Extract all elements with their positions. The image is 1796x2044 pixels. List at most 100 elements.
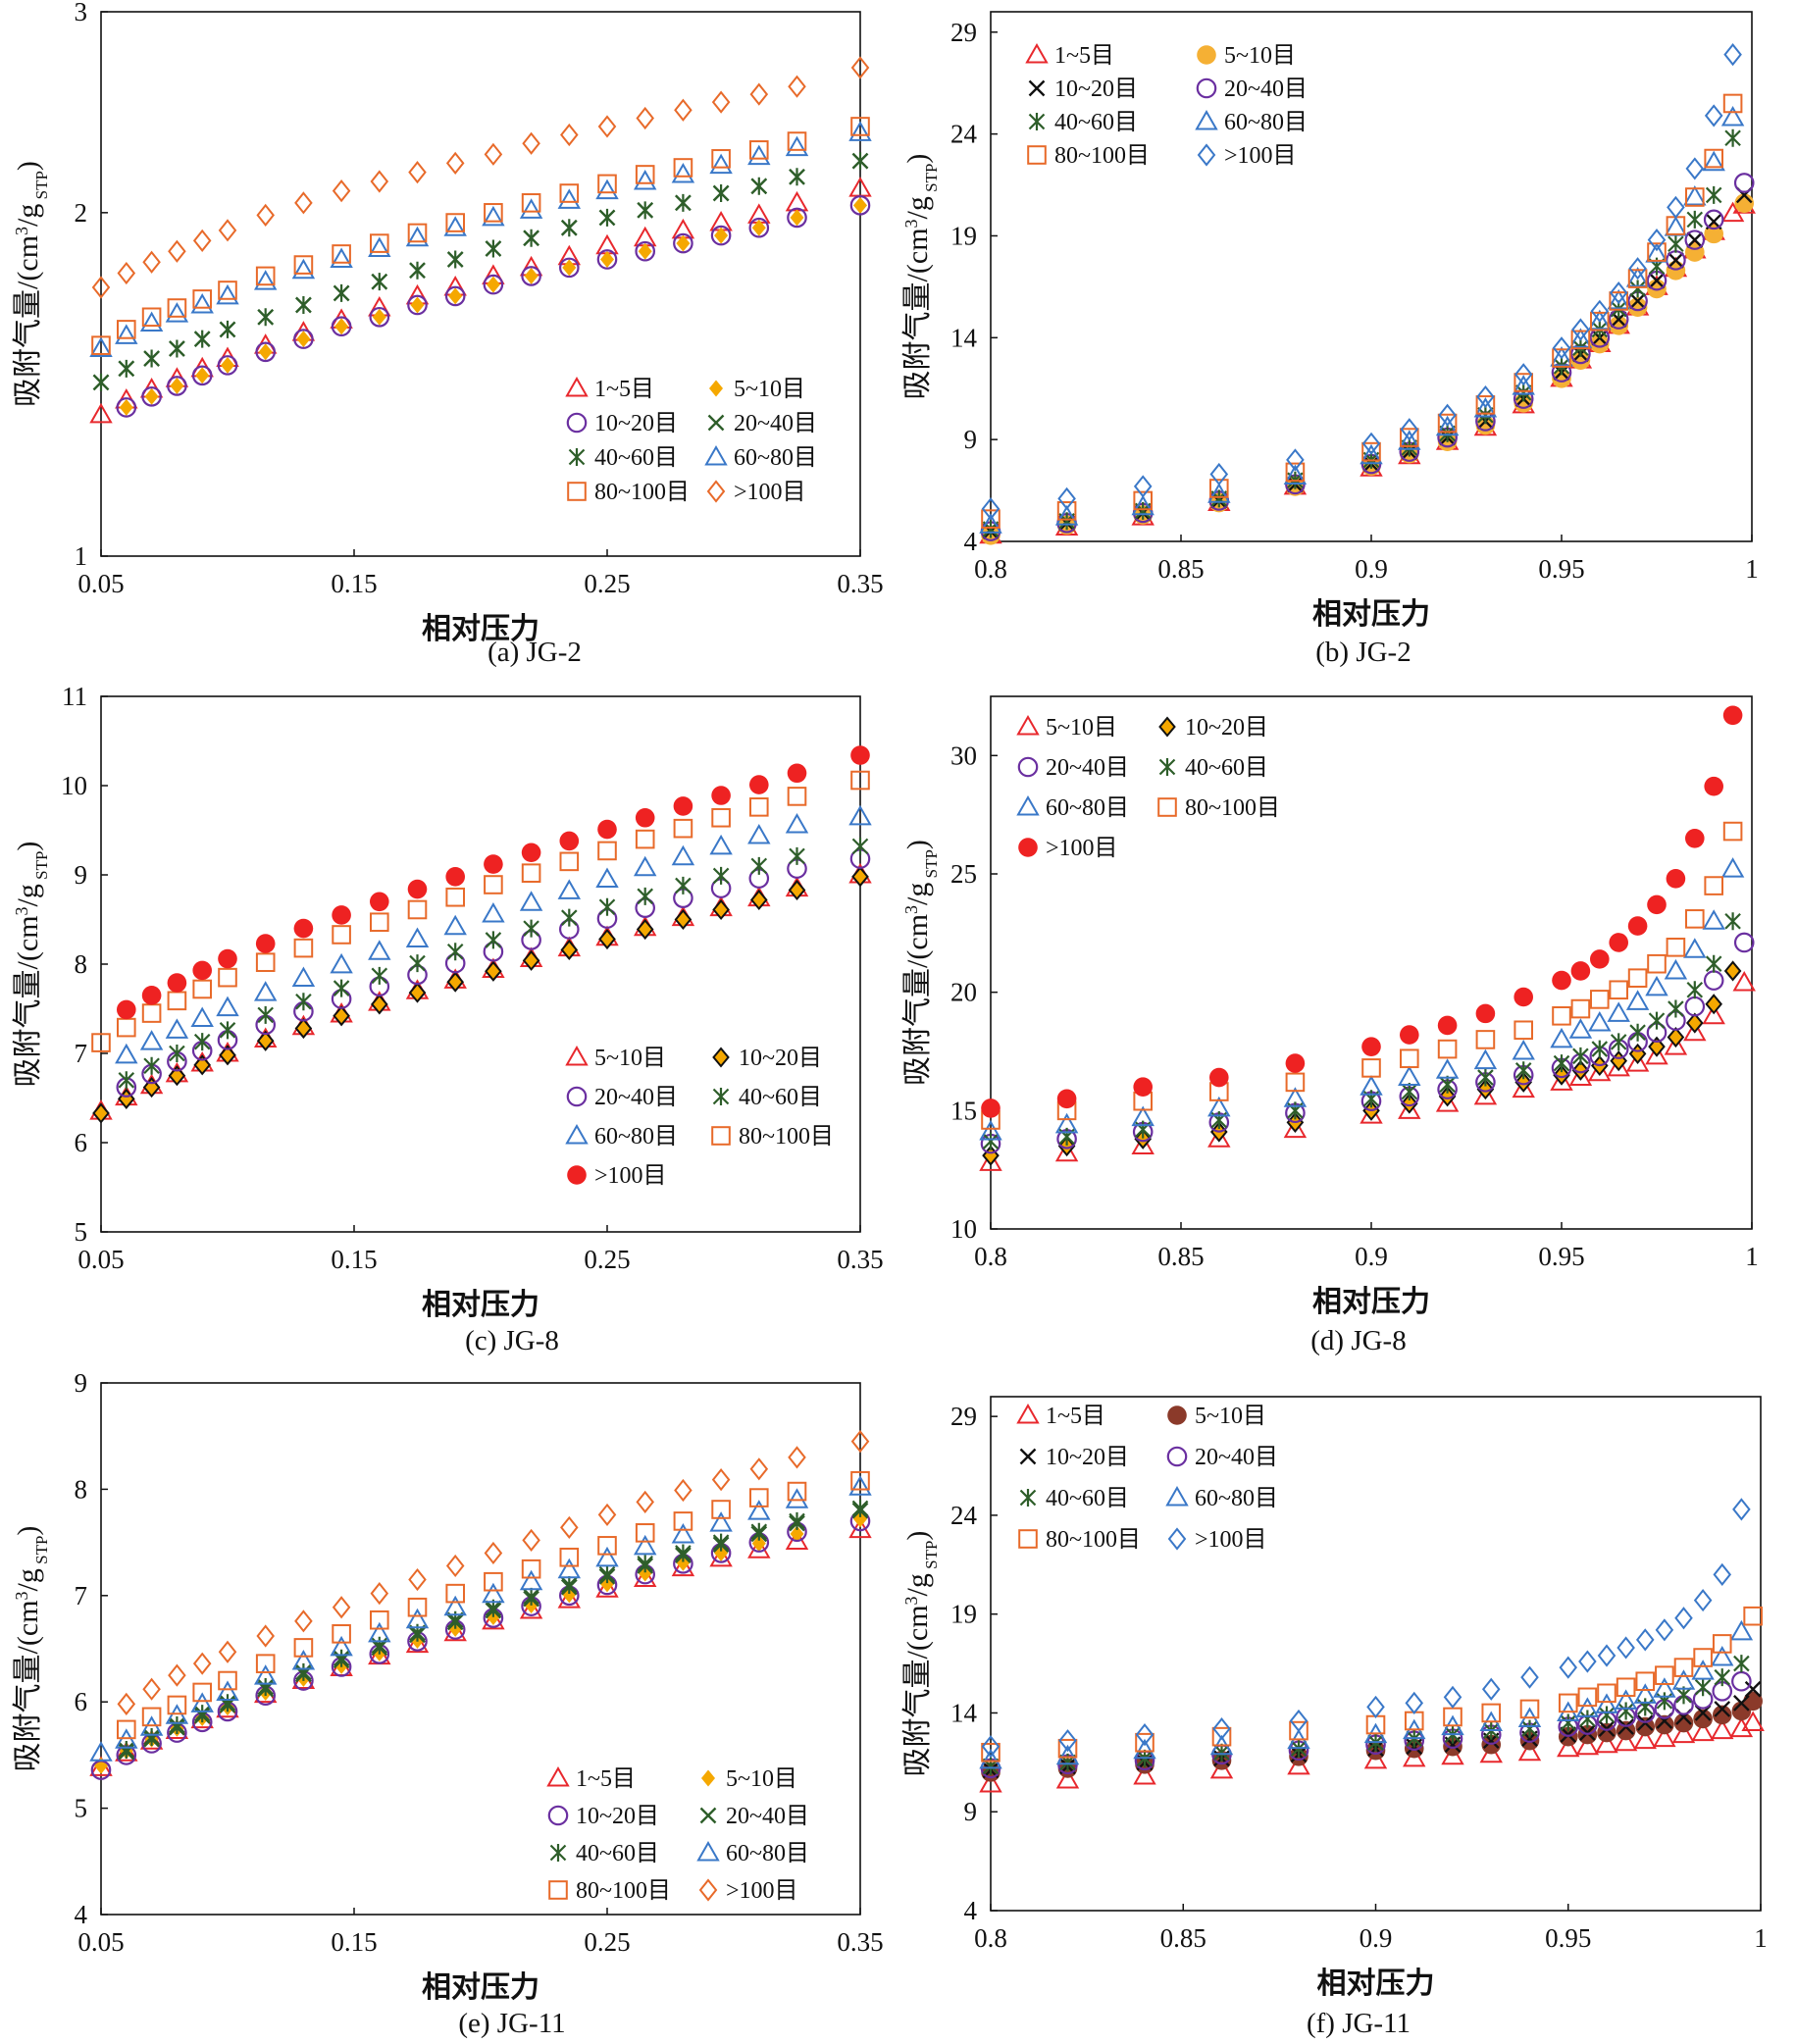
data-point	[445, 151, 465, 175]
y-tick-label: 29	[950, 18, 977, 47]
data-point	[1575, 1697, 1600, 1717]
data-point	[749, 140, 769, 160]
data-point	[1438, 403, 1457, 427]
data-point	[1655, 1618, 1674, 1642]
data-point	[1705, 954, 1722, 973]
data-point	[981, 1742, 1001, 1763]
data-point	[850, 1430, 870, 1454]
data-point	[1473, 1084, 1498, 1105]
data-point	[291, 258, 316, 280]
data-point	[1209, 462, 1229, 486]
legend-label: 60~80目	[1224, 110, 1308, 135]
data-point	[673, 232, 693, 254]
data-point	[1209, 1067, 1229, 1088]
series-7	[981, 43, 1742, 521]
y-axis-label-mid: /g	[12, 204, 44, 227]
data-point	[850, 745, 870, 765]
legend-marker	[1018, 838, 1038, 857]
data-point	[1437, 413, 1458, 434]
legend-label: 40~60目	[1054, 110, 1138, 135]
data-point	[1437, 1039, 1458, 1059]
data-point	[484, 1571, 503, 1592]
y-tick-label: 7	[75, 1581, 88, 1610]
data-point	[368, 1621, 391, 1643]
data-point	[167, 298, 187, 318]
data-point	[560, 123, 579, 147]
x-tick-label: 0.8	[974, 1242, 1007, 1271]
data-point	[1361, 1058, 1381, 1078]
data-point	[850, 56, 870, 79]
x-tick-label: 0.05	[77, 1927, 124, 1957]
data-point	[256, 1030, 275, 1051]
x-axis-label: 相对压力	[422, 1289, 539, 1321]
data-point	[1686, 210, 1704, 229]
data-point	[256, 1624, 275, 1648]
data-point	[371, 966, 388, 985]
data-point	[1054, 505, 1079, 526]
data-point	[1635, 1628, 1655, 1652]
legend-marker	[1025, 42, 1049, 64]
y-axis-label-sub: STP	[922, 849, 941, 883]
data-point	[445, 1583, 465, 1604]
data-point	[1131, 1105, 1155, 1127]
data-point	[747, 144, 771, 166]
data-point	[141, 307, 162, 328]
data-point	[117, 320, 136, 339]
data-point	[1133, 490, 1154, 511]
data-point	[332, 925, 351, 945]
legend-marker	[1167, 1405, 1187, 1425]
data-point	[253, 270, 278, 290]
data-point	[1512, 1039, 1535, 1060]
data-point	[117, 261, 136, 285]
data-point	[595, 1546, 619, 1567]
y-tick-label: 1	[75, 541, 88, 571]
data-point	[192, 289, 212, 309]
data-point	[850, 1470, 870, 1491]
data-point	[143, 1727, 160, 1746]
data-point	[674, 908, 693, 931]
data-point	[595, 179, 619, 200]
data-point	[1575, 1734, 1600, 1756]
legend-label: 40~60目	[576, 1841, 659, 1866]
y-axis-label-mid: /g	[901, 883, 934, 905]
data-point	[169, 339, 185, 358]
data-point	[445, 887, 465, 907]
data-point	[1443, 1736, 1462, 1757]
legend-marker	[1016, 714, 1040, 736]
data-point	[117, 1017, 136, 1038]
y-tick-label: 30	[950, 741, 977, 770]
y-tick-label: 2	[75, 198, 88, 228]
data-point	[483, 274, 504, 295]
data-point	[557, 879, 582, 899]
x-tick-label: 0.05	[77, 569, 124, 598]
data-point	[1705, 185, 1722, 204]
data-point	[597, 174, 617, 194]
data-point	[748, 217, 770, 238]
legend-marker	[698, 1878, 718, 1902]
legend-label: 40~60目	[594, 445, 678, 471]
data-point	[787, 131, 807, 151]
data-point	[1703, 209, 1724, 230]
x-axis-label: 相对压力	[422, 1971, 539, 2004]
data-point	[522, 949, 540, 971]
data-point	[1597, 1644, 1616, 1667]
data-point	[193, 330, 211, 348]
data-point	[1571, 1059, 1590, 1081]
data-point	[117, 1692, 136, 1715]
data-point	[1733, 1695, 1750, 1712]
data-point	[219, 1045, 236, 1066]
data-point	[1578, 1650, 1597, 1673]
data-point	[1683, 1020, 1707, 1042]
data-point	[1633, 1683, 1657, 1704]
y-axis-label: 吸附气量/(cm3/g STP)	[12, 842, 51, 1088]
data-point	[598, 928, 616, 950]
data-point	[1595, 1693, 1618, 1713]
legend-marker	[699, 1807, 717, 1824]
data-point	[851, 866, 869, 888]
y-tick-label: 5	[75, 1217, 88, 1247]
data-point	[1627, 297, 1648, 317]
data-point	[1588, 309, 1612, 331]
data-point	[712, 184, 730, 203]
data-point	[635, 829, 655, 849]
data-point	[635, 240, 655, 262]
